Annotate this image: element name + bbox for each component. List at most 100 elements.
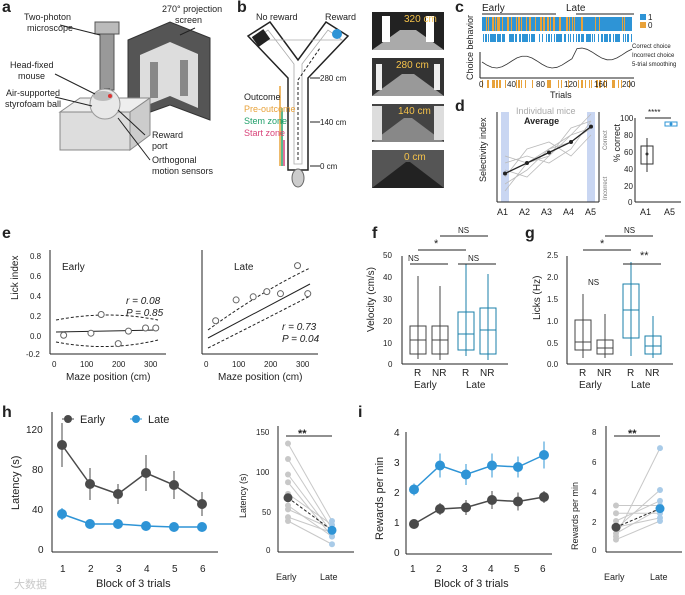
choice-trial-mark	[588, 17, 589, 31]
choice-trial-mark	[611, 17, 612, 31]
choice-trial-mark	[582, 17, 583, 31]
paired-point-late	[657, 514, 663, 521]
correct-trial-tick	[485, 34, 486, 42]
latency-point-early	[113, 489, 123, 499]
c-xtick-0: 0	[479, 80, 484, 89]
c-xlabel: Trials	[550, 90, 572, 100]
incorrect-trial-tick	[505, 80, 506, 88]
choice-trial-mark	[516, 17, 517, 31]
h-xtick-2: 2	[88, 564, 94, 575]
paired-mean-line	[287, 497, 333, 531]
label-styrofoam: styrofoam ball	[5, 99, 62, 109]
g-group-r2: R	[627, 368, 635, 379]
average-point	[525, 161, 529, 165]
choice-trial-mark	[585, 17, 586, 31]
correct-trial-tick	[594, 34, 595, 42]
choice-trial-mark	[542, 17, 543, 31]
i-ytick-4: 4	[394, 428, 400, 439]
label-microscope: microscope	[27, 23, 74, 33]
choice-trial-mark	[616, 17, 617, 31]
lick-index-point	[294, 262, 302, 270]
y-maze-diagram	[246, 20, 350, 188]
rewards-point-early	[435, 504, 445, 514]
choice-trial-mark	[559, 17, 560, 31]
choice-trial-mark	[589, 17, 590, 31]
correct-trial-tick	[610, 34, 611, 42]
h-inset-ytick-50: 50	[262, 508, 271, 517]
choice-trial-mark	[524, 17, 525, 31]
choice-trial-mark	[578, 17, 579, 31]
correct-trial-tick	[532, 34, 533, 42]
c-legend-0: 0	[648, 21, 653, 30]
rewards-point-early	[513, 496, 523, 507]
h-ytick-0: 0	[38, 545, 44, 556]
g-sig-star: *	[600, 238, 605, 250]
incorrect-trial-tick	[549, 80, 550, 88]
correct-trial-tick	[589, 34, 590, 42]
incorrect-trial-tick	[578, 80, 579, 88]
c-xtick-80: 80	[536, 80, 545, 89]
latency-point-early	[197, 499, 207, 509]
e-ytick-00: 0.0	[30, 332, 42, 341]
choice-trial-mark	[550, 17, 551, 31]
h-legend-early: Early	[80, 414, 106, 426]
lick-index-point	[212, 317, 220, 325]
incorrect-trial-tick	[618, 80, 619, 88]
h-ytick-80: 80	[32, 465, 44, 476]
paired-line	[287, 474, 333, 533]
correct-trial-tick	[504, 34, 505, 42]
i-inset-xtick-late: Late	[650, 572, 668, 582]
c-legend-incorrect: Incorrect choice	[632, 53, 675, 59]
incorrect-trial-tick	[604, 80, 605, 88]
e-ytick-m02: -0.2	[26, 350, 40, 359]
g-group-nr1: NR	[597, 368, 612, 379]
choice-trial-mark	[530, 17, 531, 31]
choice-trial-mark	[526, 17, 527, 31]
choice-trial-mark	[508, 17, 509, 31]
zone-pre-outcome: Pre-outcome	[244, 104, 296, 114]
choice-trial-mark	[538, 17, 539, 31]
paired-point-early	[285, 479, 291, 486]
correct-trial-tick	[627, 34, 628, 42]
paired-line	[287, 508, 333, 530]
g-group-nr2: NR	[645, 368, 660, 379]
incorrect-trial-tick	[612, 80, 613, 88]
incorrect-trial-tick	[614, 80, 615, 88]
incorrect-trial-tick	[496, 80, 497, 88]
choice-trial-mark	[626, 17, 627, 31]
correct-trial-tick	[488, 34, 489, 42]
velocity-boxplot	[401, 256, 508, 365]
paired-point-early	[285, 506, 291, 513]
paired-point-late	[657, 445, 663, 452]
paired-point-early	[613, 536, 619, 543]
lick-index-point	[276, 290, 284, 298]
choice-trial-mark	[517, 17, 518, 31]
choice-trial-mark	[484, 17, 485, 31]
choice-trial-mark	[558, 17, 559, 31]
latency-chart	[51, 412, 218, 553]
correct-trial-tick	[510, 34, 511, 42]
i-xtick-4: 4	[488, 564, 494, 575]
lick-index-point	[249, 293, 257, 301]
correct-trial-tick	[548, 34, 549, 42]
d-xtick-a4: A4	[563, 207, 575, 217]
latency-inset-chart	[277, 426, 354, 553]
g-ytick-05: 0.5	[547, 339, 559, 348]
d-inset-xtick-a1: A1	[640, 207, 652, 217]
incorrect-trial-tick	[482, 80, 483, 88]
correct-trial-tick	[619, 34, 620, 42]
choice-trial-mark	[499, 17, 500, 31]
choice-trial-mark	[554, 17, 555, 31]
c-xtick-160: 160	[594, 80, 608, 89]
g-sig-star2: **	[640, 250, 649, 262]
correct-trial-tick	[631, 34, 632, 42]
choice-trial-mark	[502, 17, 503, 31]
e-ytick-02: 0.2	[30, 312, 42, 321]
incorrect-trial-tick	[582, 80, 583, 88]
choice-trial-mark	[537, 17, 538, 31]
incorrect-trial-tick	[494, 80, 495, 88]
correct-trial-tick	[533, 34, 534, 42]
d-correct: Correct	[603, 130, 609, 150]
latency-point-late	[197, 522, 207, 532]
choice-trial-mark	[583, 17, 584, 31]
